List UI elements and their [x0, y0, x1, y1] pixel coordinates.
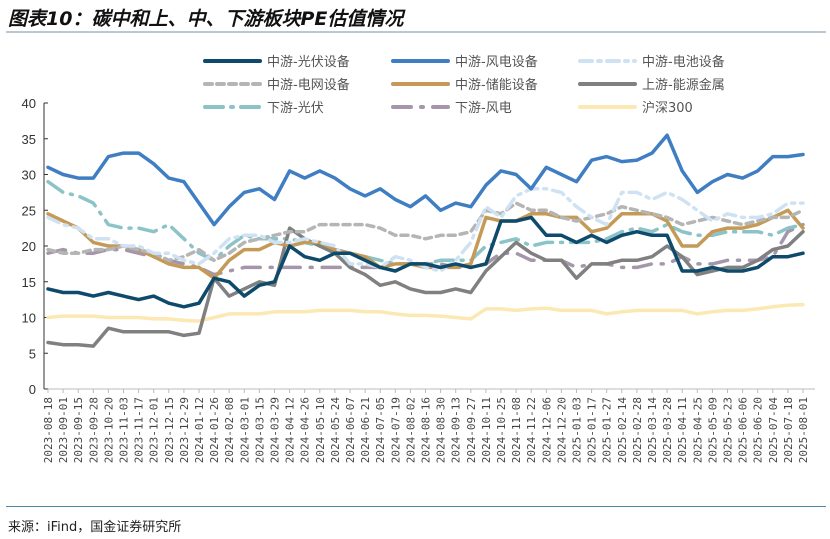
x-tick-label: 2024-03-15: [253, 397, 266, 463]
series-line: [46, 215, 805, 309]
x-tick-label: 2024-08-16: [420, 397, 433, 463]
legend-label: 下游-风电: [455, 101, 512, 116]
x-tick-label: 2025-06-06: [737, 397, 750, 463]
x-tick-label: 2023-12-01: [148, 397, 161, 463]
x-tick-label: 2023-12-29: [178, 397, 191, 463]
x-tick-label: 2023-11-03: [118, 397, 131, 463]
x-tick-label: 2024-09-13: [450, 397, 463, 463]
x-tick-label: 2024-09-27: [465, 397, 478, 463]
x-tick-label: 2023-12-15: [163, 397, 176, 463]
y-tick-label: 30: [22, 168, 36, 183]
x-tick-label: 2024-08-30: [435, 397, 448, 463]
x-tick-label: 2023-09-01: [57, 397, 70, 463]
series-line: [46, 201, 805, 263]
x-tick-label: 2025-08-01: [797, 397, 810, 463]
x-tick-label: 2024-05-10: [314, 397, 327, 463]
x-tick-label: 2025-03-28: [661, 397, 674, 463]
x-tick-label: 2024-03-01: [238, 397, 251, 463]
x-tick-label: 2025-04-11: [676, 397, 689, 463]
title-divider: [6, 31, 826, 33]
x-tick-label: 2025-07-04: [767, 397, 780, 464]
source-note: 来源：iFind，国金证券研究所: [8, 520, 182, 535]
x-tick-label: 2025-01-17: [586, 397, 599, 463]
x-tick-label: 2024-06-07: [344, 397, 357, 463]
x-tick-label: 2025-07-18: [782, 397, 795, 463]
legend-label: 中游-电池设备: [642, 54, 725, 70]
x-tick-label: 2023-09-28: [87, 397, 100, 463]
y-tick-label: 20: [22, 239, 36, 254]
x-tick-label: 2023-10-20: [102, 397, 115, 463]
x-tick-label: 2024-07-19: [389, 397, 402, 463]
x-tick-label: 2024-02-08: [223, 397, 236, 463]
legend-label: 沪深300: [642, 100, 693, 116]
footer-divider: [6, 506, 826, 507]
x-tick-label: 2025-04-25: [691, 397, 704, 463]
x-tick-label: 2024-12-06: [540, 397, 553, 463]
x-tick-label: 2025-02-14: [616, 397, 629, 464]
legend-label: 下游-光伏: [267, 101, 324, 116]
x-tick-label: 2023-11-17: [133, 397, 146, 463]
x-tick-label: 2025-06-20: [752, 397, 765, 463]
series-line: [46, 133, 805, 227]
x-tick-label: 2024-06-21: [359, 397, 372, 463]
y-tick-label: 0: [29, 382, 36, 397]
legend-label: 中游-电网设备: [267, 77, 350, 93]
y-tick-label: 15: [22, 275, 36, 290]
x-tick-label: 2024-11-08: [510, 397, 523, 463]
x-tick-label: 2024-12-20: [555, 397, 568, 463]
x-tick-label: 2024-10-25: [495, 397, 508, 463]
x-tick-label: 2024-10-11: [480, 397, 493, 463]
x-tick-label: 2024-07-05: [374, 397, 387, 463]
y-tick-label: 10: [22, 311, 36, 326]
series-line: [46, 187, 805, 273]
y-tick-label: 25: [22, 203, 36, 218]
x-tick-label: 2024-03-29: [269, 397, 282, 463]
legend-label: 中游-储能设备: [455, 77, 538, 93]
x-tick-label: 2024-05-24: [329, 397, 342, 464]
legend-label: 上游-能源金属: [642, 77, 725, 93]
series-line: [46, 302, 805, 323]
x-tick-label: 2025-01-27: [601, 397, 614, 463]
chart-title: 图表10：碳中和上、中、下游板块PE估值情况: [8, 8, 404, 30]
x-tick-label: 2024-08-02: [404, 397, 417, 463]
x-tick-label: 2025-02-28: [631, 397, 644, 463]
x-tick-label: 2025-01-03: [571, 397, 584, 463]
y-tick-label: 35: [22, 132, 36, 147]
x-tick-label: 2024-01-12: [193, 397, 206, 463]
y-tick-label: 5: [29, 346, 36, 361]
y-tick-label: 40: [22, 96, 36, 111]
legend-label: 中游-光伏设备: [267, 54, 350, 70]
x-tick-label: 2024-04-12: [284, 397, 297, 463]
x-tick-label: 2024-01-26: [208, 397, 221, 463]
x-tick-label: 2025-05-09: [706, 397, 719, 463]
x-tick-label: 2024-04-26: [299, 397, 312, 463]
series-line: [46, 226, 805, 348]
legend-label: 中游-风电设备: [455, 54, 538, 70]
x-tick-label: 2023-08-18: [42, 397, 55, 463]
x-tick-label: 2025-03-14: [646, 397, 659, 464]
x-tick-label: 2024-11-22: [525, 397, 538, 463]
x-tick-label: 2025-05-23: [722, 397, 735, 463]
x-tick-label: 2023-09-15: [72, 397, 85, 463]
